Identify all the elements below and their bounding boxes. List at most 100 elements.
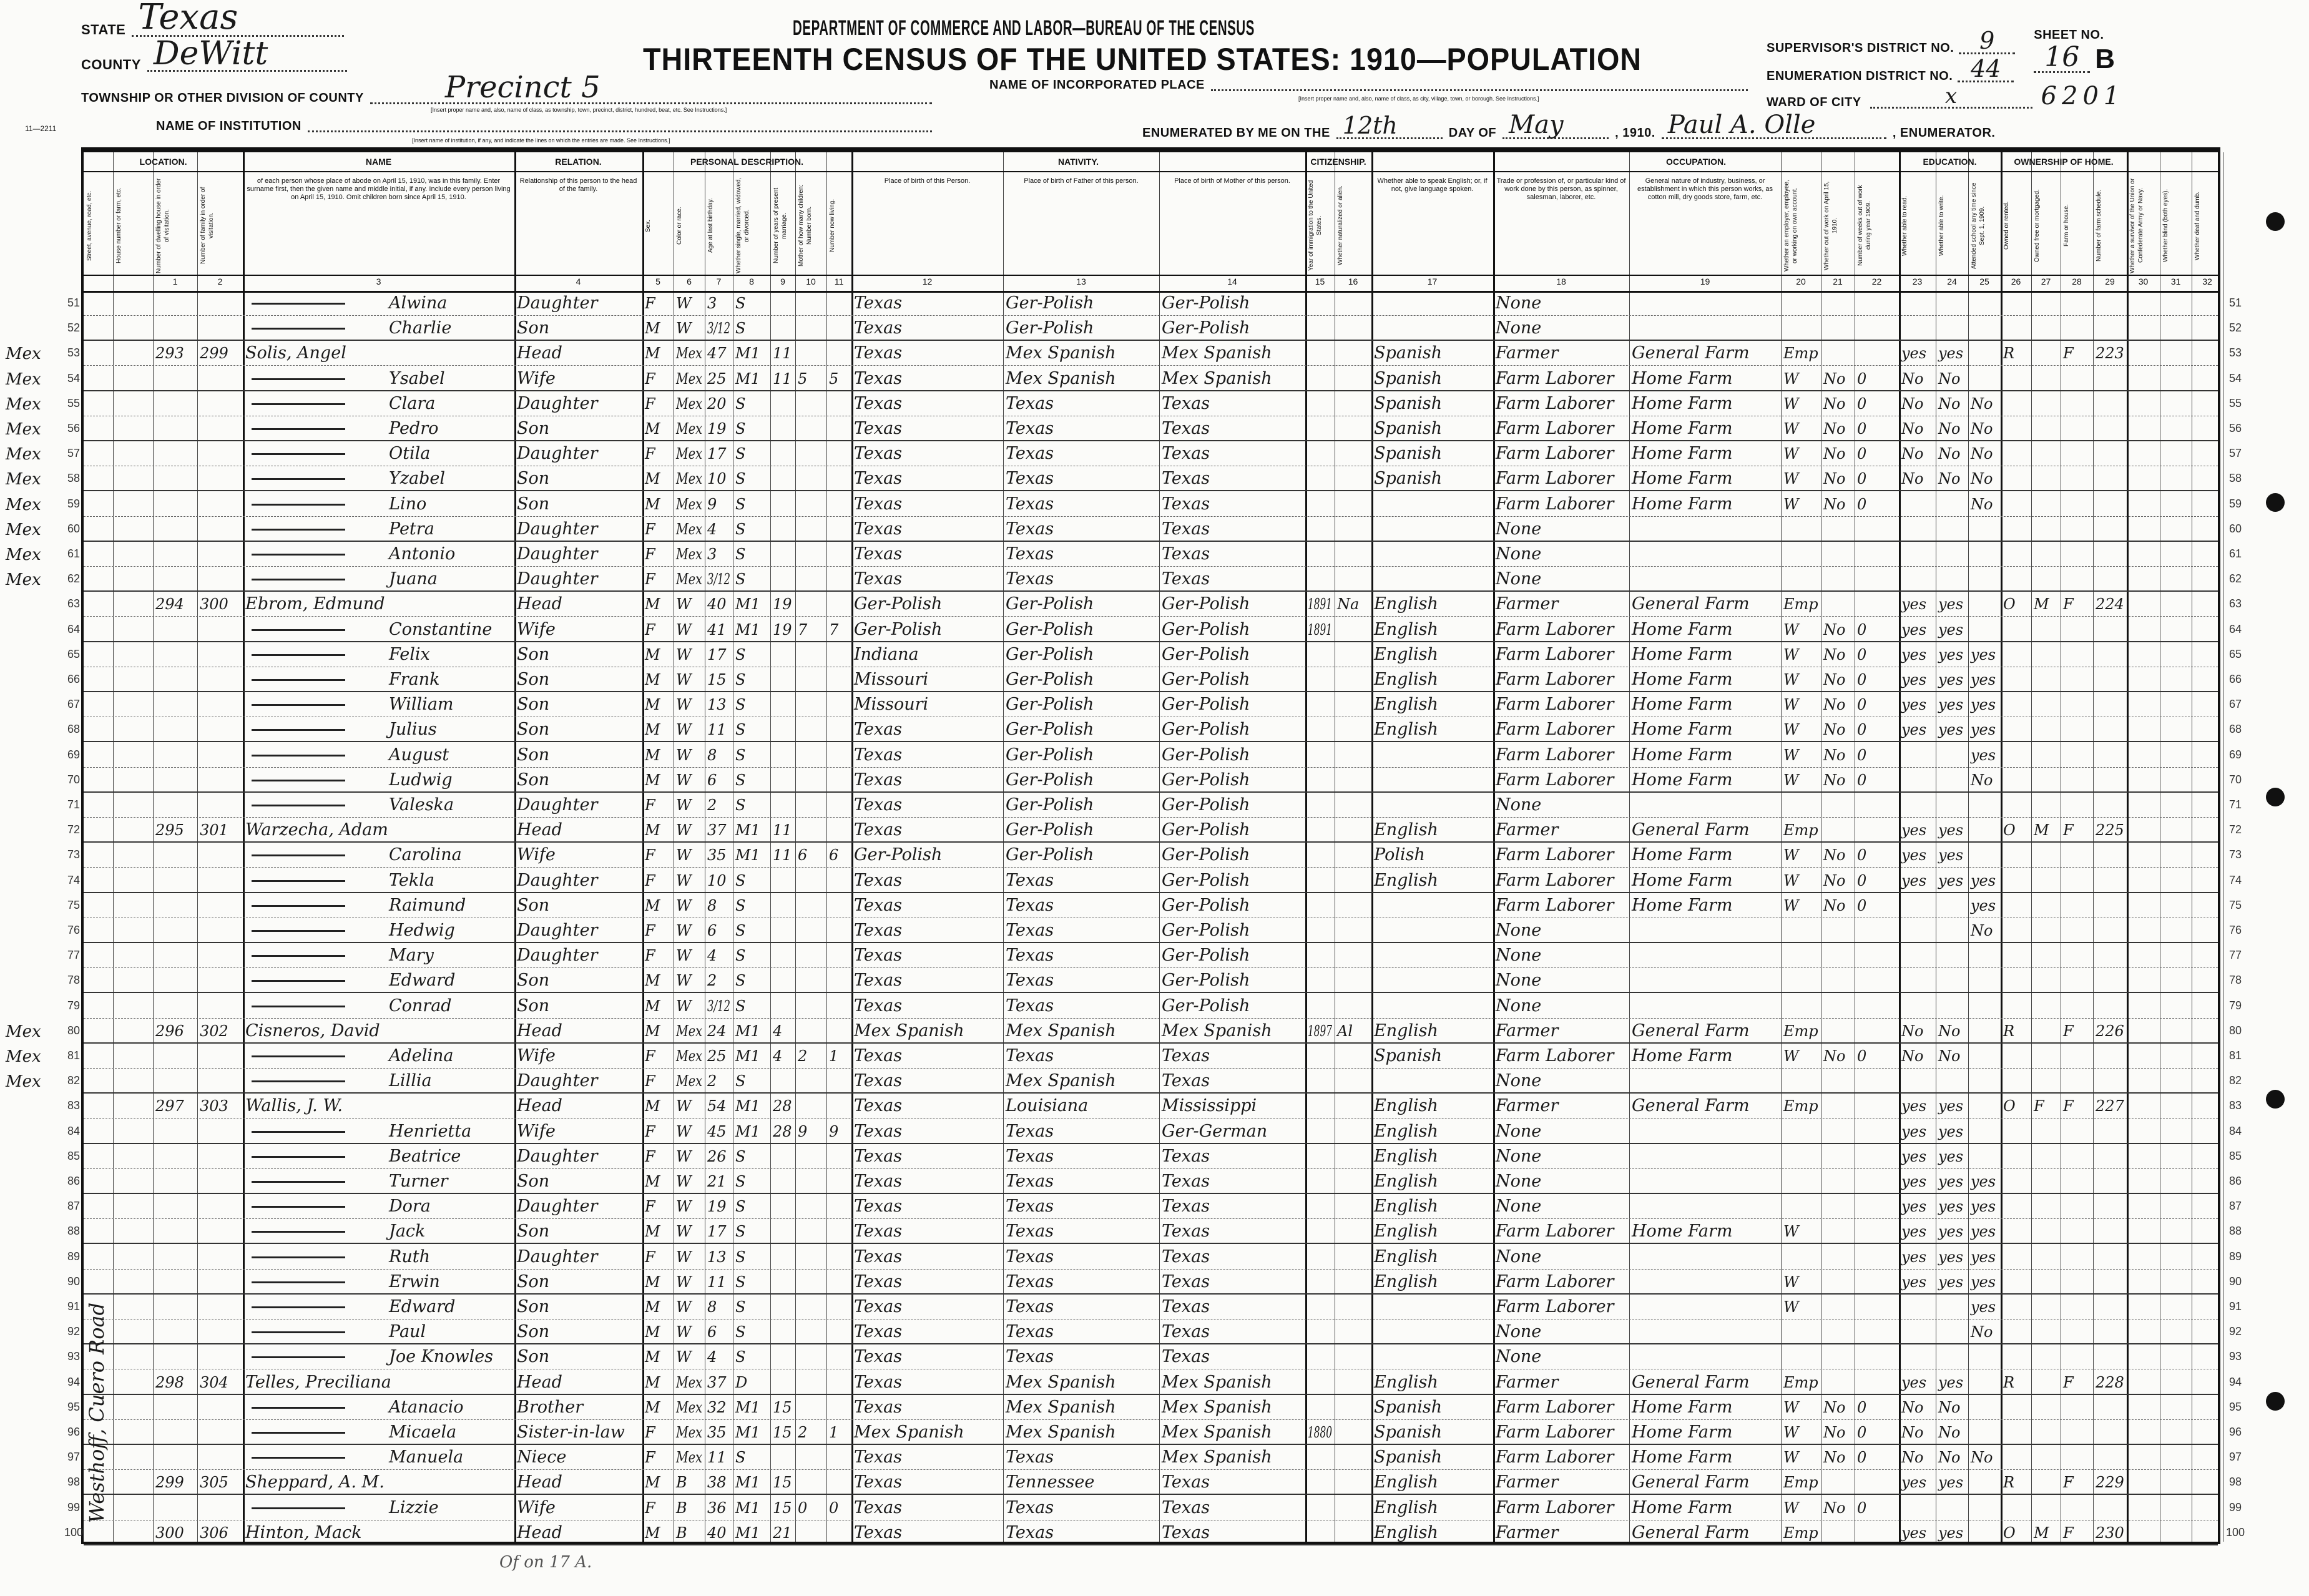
form-number: 11—2211 [25, 124, 57, 133]
weeks-out-of-work-text: 0 [1857, 1398, 1867, 1416]
age: 35 [705, 843, 733, 868]
table-row: Wife F W 35 M1 11 6 6 Ger-Polish Ger-Polish Ger-Po… [67, 843, 2242, 868]
line-number: 51 [67, 296, 81, 309]
line-number-right: 84 [2228, 1124, 2242, 1137]
relation: Daughter [514, 943, 642, 968]
trade: Farmer [1493, 592, 1629, 617]
same-surname-dash [252, 303, 345, 305]
children-born: 5 [795, 366, 826, 391]
farm-or-house: F [2061, 818, 2093, 843]
mother-birthplace-text: Texas [1162, 1197, 1210, 1217]
column-line [2001, 152, 2032, 1542]
birthplace-text: Texas [854, 1071, 903, 1091]
table-row: Daughter F W 2 S Texas Ger-Polish Ger-Polish Non… [67, 793, 2242, 818]
marital-status: S [733, 768, 770, 793]
birthplace-text: Texas [854, 1046, 903, 1065]
language-text: English [1374, 1522, 1438, 1542]
employment-class: W [1781, 743, 1821, 768]
marital-status-text: S [735, 420, 746, 438]
same-surname-dash [252, 528, 345, 531]
trade: Farmer [1493, 1094, 1629, 1119]
can-write: yes [1936, 1194, 1968, 1219]
line-number-right: 68 [2228, 723, 2242, 736]
can-write: yes [1936, 1270, 1968, 1295]
same-surname-dash [252, 754, 345, 756]
industry: Home Farm [1629, 1496, 1781, 1520]
family-number-text: 306 [200, 1524, 228, 1542]
line-number-right: 87 [2228, 1200, 2242, 1213]
trade-text: Farmer [1496, 343, 1559, 363]
sex: M [642, 692, 674, 717]
employment-class-text: W [1783, 896, 1799, 914]
sex-text: F [645, 796, 655, 814]
weeks-out-of-work: 0 [1855, 1044, 1899, 1069]
trade-text: None [1496, 293, 1542, 313]
attended-school-text: No [1971, 394, 1993, 413]
age-text: 8 [707, 1298, 717, 1316]
employment-class: Emp [1781, 592, 1821, 617]
table-row: Daughter F W 26 S Texas Texas Texas English None y… [67, 1144, 2242, 1169]
age-text: 45 [707, 1122, 727, 1140]
race: W [674, 918, 705, 943]
children-living-text: 0 [829, 1499, 839, 1517]
column-line [1899, 152, 1936, 1542]
sex: F [642, 1194, 674, 1219]
line-number: 90 [67, 1275, 81, 1288]
age: 8 [705, 743, 733, 768]
mother-birthplace-text: Texas [1162, 1246, 1210, 1266]
out-of-work-text: No [1823, 370, 1846, 388]
industry: Home Farm [1629, 743, 1781, 768]
can-write: yes [1936, 1094, 1968, 1119]
mother-birthplace-text: Texas [1162, 1297, 1210, 1316]
race-text: Mex [676, 546, 703, 563]
relation: Niece [514, 1445, 642, 1470]
relation: Sister-in-law [514, 1420, 642, 1445]
sex: F [642, 517, 674, 542]
sex-text: M [645, 470, 660, 488]
age: 13 [705, 692, 733, 717]
language: English [1371, 1496, 1493, 1520]
father-birthplace-text: Ger-Polish [1006, 695, 1094, 715]
relation-text: Son [517, 770, 550, 790]
age: 3 [705, 291, 733, 316]
can-read-text: yes [1901, 1223, 1927, 1241]
ward-label: WARD OF CITY [1767, 95, 1861, 109]
column-line [851, 152, 1004, 1542]
line-number: 84 [67, 1124, 81, 1137]
table-row: Son M Mex 10 S Texas Texas Texas Spanish Farm Lab… [6, 466, 2242, 492]
person-name: Tekla [243, 868, 514, 893]
birthplace: Ger-Polish [851, 843, 1003, 868]
relation-text: Son [517, 1271, 550, 1291]
table-row: Son M W 8 S Texas Texas Ger-Polish Farm Laborer H… [67, 893, 2242, 918]
birthplace: Texas [851, 1319, 1003, 1344]
line-number: 83 [67, 1099, 81, 1112]
line-number: 59 [67, 497, 81, 510]
marital-status: S [733, 1445, 770, 1470]
marital-status-text: M1 [735, 1424, 760, 1441]
age-text: 38 [707, 1474, 727, 1492]
language: English [1371, 1270, 1493, 1295]
given-name: Angel [297, 343, 346, 363]
language-text: English [1374, 695, 1438, 715]
father-birthplace: Texas [1003, 416, 1159, 441]
age-text: 13 [707, 696, 727, 714]
table-row: Daughter F W 13 S Texas Texas Texas English None y… [67, 1245, 2242, 1270]
can-read-text: yes [1901, 595, 1927, 614]
relation: Son [514, 692, 642, 717]
age: 2 [705, 968, 733, 993]
race-text: W [676, 645, 692, 663]
father-birthplace-text: Ger-Polish [1006, 644, 1094, 664]
relation-text: Brother [517, 1397, 584, 1417]
trade: None [1493, 1344, 1629, 1369]
language: English [1371, 1119, 1493, 1144]
language: English [1371, 1194, 1493, 1219]
language: English [1371, 1470, 1493, 1495]
line-number: 65 [67, 647, 81, 660]
attended-school-text: No [1971, 771, 1993, 789]
children-living-text: 7 [829, 620, 839, 639]
margin-race-note: Mex [6, 1072, 41, 1092]
race-text: Mex [676, 1398, 703, 1416]
margin-race-note: Mex [6, 394, 41, 414]
children-living: 6 [826, 843, 851, 868]
column-line [2093, 152, 2129, 1542]
